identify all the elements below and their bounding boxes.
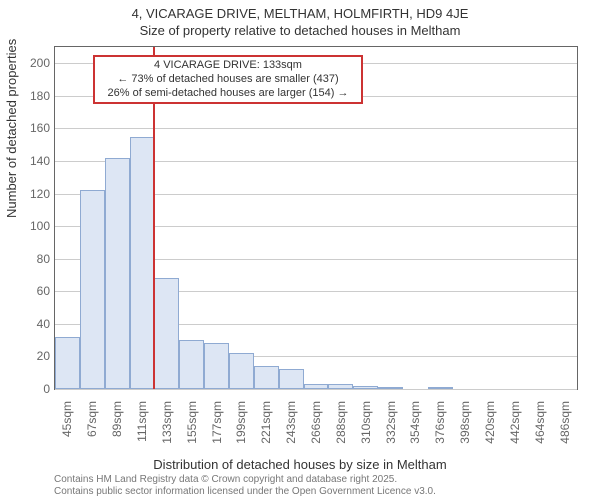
x-tick-label: 45sqm [60, 401, 74, 461]
chart-container: 4, VICARAGE DRIVE, MELTHAM, HOLMFIRTH, H… [0, 0, 600, 500]
x-tick-label: 288sqm [334, 401, 348, 461]
y-tick-label: 180 [10, 89, 50, 103]
histogram-bar [328, 384, 353, 389]
y-tick-label: 100 [10, 219, 50, 233]
histogram-bar [130, 137, 155, 389]
histogram-bar [353, 386, 378, 389]
annotation-box: 4 VICARAGE DRIVE: 133sqm← 73% of detache… [93, 55, 363, 104]
chart-title-line1: 4, VICARAGE DRIVE, MELTHAM, HOLMFIRTH, H… [0, 6, 600, 21]
x-tick-label: 67sqm [85, 401, 99, 461]
x-tick-label: 199sqm [234, 401, 248, 461]
gridline [55, 389, 577, 390]
x-tick-label: 133sqm [160, 401, 174, 461]
y-tick-label: 160 [10, 121, 50, 135]
histogram-bar [254, 366, 279, 389]
histogram-bar [80, 190, 105, 389]
x-tick-label: 155sqm [185, 401, 199, 461]
footer-attribution: Contains HM Land Registry data © Crown c… [54, 474, 436, 498]
x-tick-label: 111sqm [135, 401, 149, 461]
y-tick-label: 20 [10, 349, 50, 363]
histogram-bar [179, 340, 204, 389]
histogram-bar [304, 384, 329, 389]
chart-title-line2: Size of property relative to detached ho… [0, 23, 600, 38]
annotation-line1: 4 VICARAGE DRIVE: 133sqm [101, 59, 355, 73]
x-tick-label: 420sqm [483, 401, 497, 461]
histogram-bar [229, 353, 254, 389]
histogram-bar [55, 337, 80, 389]
x-tick-label: 332sqm [384, 401, 398, 461]
y-tick-label: 200 [10, 56, 50, 70]
x-tick-label: 442sqm [508, 401, 522, 461]
x-tick-label: 464sqm [533, 401, 547, 461]
x-tick-label: 243sqm [284, 401, 298, 461]
x-tick-label: 266sqm [309, 401, 323, 461]
y-tick-label: 60 [10, 284, 50, 298]
histogram-bar [105, 158, 130, 389]
x-tick-label: 376sqm [433, 401, 447, 461]
x-tick-label: 89sqm [110, 401, 124, 461]
y-tick-label: 120 [10, 187, 50, 201]
histogram-bar [428, 387, 453, 389]
x-tick-label: 354sqm [408, 401, 422, 461]
y-tick-label: 0 [10, 382, 50, 396]
annotation-line2: ← 73% of detached houses are smaller (43… [101, 73, 355, 87]
x-tick-label: 486sqm [558, 401, 572, 461]
x-tick-label: 310sqm [359, 401, 373, 461]
x-tick-label: 398sqm [458, 401, 472, 461]
x-tick-label: 221sqm [259, 401, 273, 461]
footer-line1: Contains HM Land Registry data © Crown c… [54, 474, 436, 486]
y-tick-label: 40 [10, 317, 50, 331]
histogram-bar [378, 387, 403, 389]
y-tick-label: 140 [10, 154, 50, 168]
footer-line2: Contains public sector information licen… [54, 486, 436, 498]
histogram-bar [154, 278, 179, 389]
histogram-bar [279, 369, 304, 389]
gridline [55, 128, 577, 129]
plot-area: 4 VICARAGE DRIVE: 133sqm← 73% of detache… [54, 46, 578, 390]
x-tick-label: 177sqm [210, 401, 224, 461]
y-tick-label: 80 [10, 252, 50, 266]
histogram-bar [204, 343, 229, 389]
annotation-line3: 26% of semi-detached houses are larger (… [101, 87, 355, 101]
